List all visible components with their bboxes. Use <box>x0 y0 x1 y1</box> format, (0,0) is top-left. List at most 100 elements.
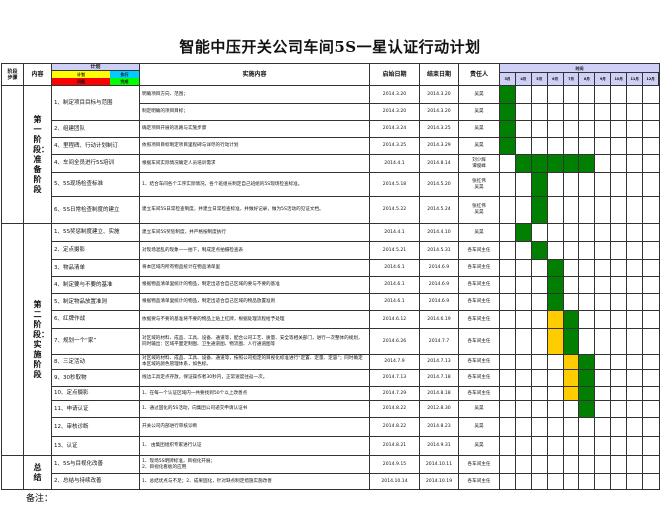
gantt-empty <box>579 418 596 436</box>
gantt-empty <box>532 437 548 455</box>
gantt-empty <box>501 387 516 400</box>
end-date: 2014.5.24 <box>419 196 459 224</box>
gantt-empty <box>579 329 596 354</box>
implementation-content: 根据车间实际情况确定人员培训需求 <box>139 154 370 173</box>
gantt-bar-done <box>531 155 548 172</box>
gantt-empty <box>595 197 612 223</box>
table-row: 6、红牌作战 依据要与不要的基准将不要的物品上贴上红牌，根据处理流程给予处理 201… <box>2 310 660 329</box>
gantt-empty <box>643 402 658 417</box>
implementation-content: 对现场混乱的现象一一拍下，制成定点拍摄检查表 <box>139 241 370 260</box>
item-name: 10、定点摄影 <box>51 386 140 401</box>
owner: 各车间主任 <box>458 293 500 311</box>
gantt-empty <box>516 104 532 120</box>
gantt-empty <box>579 86 596 103</box>
gantt-empty <box>564 418 580 436</box>
gantt-empty <box>501 474 516 489</box>
gantt-empty <box>548 173 564 196</box>
gantt-empty <box>611 456 628 473</box>
gantt-bar-done <box>500 104 516 120</box>
timeline-cell <box>499 137 660 155</box>
gantt-empty <box>501 418 516 436</box>
start-date: 2014.3.25 <box>369 137 420 155</box>
gantt-empty <box>595 294 612 310</box>
gantt-empty <box>579 173 596 196</box>
gantt-empty <box>532 456 548 473</box>
gantt-empty <box>627 355 644 369</box>
timeline-cell <box>499 417 660 437</box>
item-name: 1、5S奖惩制度建立、实施 <box>51 223 140 242</box>
start-date: 2014.3.20 <box>369 85 420 104</box>
gantt-empty <box>611 277 628 293</box>
gantt-empty <box>643 457 658 473</box>
gantt-empty <box>532 86 548 103</box>
gantt-empty <box>643 475 658 489</box>
gantt-empty <box>564 437 580 455</box>
header-owner: 责任人 <box>458 63 500 86</box>
owner: 各车间主任 <box>458 276 500 294</box>
owner: 各车间主任 <box>458 310 500 329</box>
gantt-empty <box>579 277 596 293</box>
item-name: 2、组建团队 <box>51 120 140 138</box>
timeline-cell <box>499 310 660 329</box>
owner: 吴昊 <box>458 137 500 155</box>
gantt-empty <box>548 418 564 436</box>
gantt-empty <box>595 224 612 241</box>
gantt-empty <box>611 355 628 369</box>
timeline-cell <box>499 400 660 418</box>
timeline-title: 时间 <box>500 64 659 73</box>
gantt-empty <box>611 155 628 172</box>
end-date: 2012.8.30 <box>419 400 459 418</box>
end-date: 2014.10.19 <box>419 473 459 490</box>
owner: 张红伟 吴昊 <box>458 172 500 197</box>
owner: 吴昊 <box>458 400 500 418</box>
gantt-empty <box>532 355 548 369</box>
gantt-empty <box>643 330 658 354</box>
gantt-bar-done <box>579 155 596 172</box>
page-title: 智能中压开关公司车间5S一星认证行动计划 <box>179 38 481 56</box>
item-name: 11、申请认证 <box>51 400 140 418</box>
gantt-empty <box>532 418 548 436</box>
gantt-empty <box>643 261 658 276</box>
gantt-empty <box>564 474 580 489</box>
gantt-empty <box>548 355 564 369</box>
timeline-grid <box>500 121 659 137</box>
implementation-content: 根据物品清单里统计的物品，制定出适合自己区域的物品放置准则 <box>139 293 370 311</box>
start-date: 2014.6.12 <box>369 310 420 329</box>
legend-done: 完成 <box>110 78 139 85</box>
implementation-content: 1、总结优点与不足；2、成果固化，针对缺点制定措施实施改善 <box>139 473 370 490</box>
timeline-cell <box>499 369 660 387</box>
start-date: 2014.10.14 <box>369 473 420 490</box>
item-name: 2、定点摄影 <box>51 241 140 260</box>
table-row: 6、5S日常检查制度的建立 建立车间5S日常检查制度，并建立日常检查标准，并做好记… <box>2 196 660 224</box>
gantt-empty <box>501 260 516 276</box>
owner: 各车间主任 <box>458 241 500 260</box>
gantt-empty <box>611 242 628 259</box>
gantt-empty <box>595 355 612 369</box>
table-row: 5、制定物品放置准则 根据物品清单里统计的物品，制定出适合自己区域的物品放置准则 2… <box>2 293 660 311</box>
gantt-empty <box>595 138 612 154</box>
gantt-empty <box>516 86 532 103</box>
gantt-bar-done <box>547 294 564 310</box>
gantt-empty <box>579 197 596 223</box>
month-header: 11月 <box>627 73 644 85</box>
gantt-empty <box>501 294 516 310</box>
stage-label: 第二阶段：实施阶段 <box>23 223 52 456</box>
table-row: 2、组建团队 确定项目开展的思路与实施步骤 2014.3.24 2014.3.25 吴昊 <box>2 120 660 138</box>
stage-label: 第一阶段：准备阶段 <box>23 85 52 224</box>
owner: 各车间主任 <box>458 328 500 355</box>
gantt-empty <box>627 121 644 137</box>
gantt-empty <box>564 86 580 103</box>
gantt-empty <box>595 401 612 417</box>
gantt-empty <box>627 260 644 276</box>
gantt-empty <box>532 474 548 489</box>
gantt-empty <box>579 474 596 489</box>
gantt-empty <box>643 243 658 259</box>
gantt-empty <box>579 294 596 310</box>
item-name: 6、5S日常检查制度的建立 <box>51 196 140 224</box>
table-row: 总结 1、5S与目视化改善 1、现场5S明牌标准，目视化开展； 2、目视化看板的应用… <box>1 455 660 490</box>
start-date: 2014.5.21 <box>369 241 420 260</box>
month-header: 7月 <box>563 73 580 85</box>
gantt-empty <box>627 104 644 120</box>
month-header: 5月 <box>531 73 548 85</box>
implementation-content: 1、通过固化的5S活动，向集团公司递交申请认证书 <box>139 400 370 418</box>
